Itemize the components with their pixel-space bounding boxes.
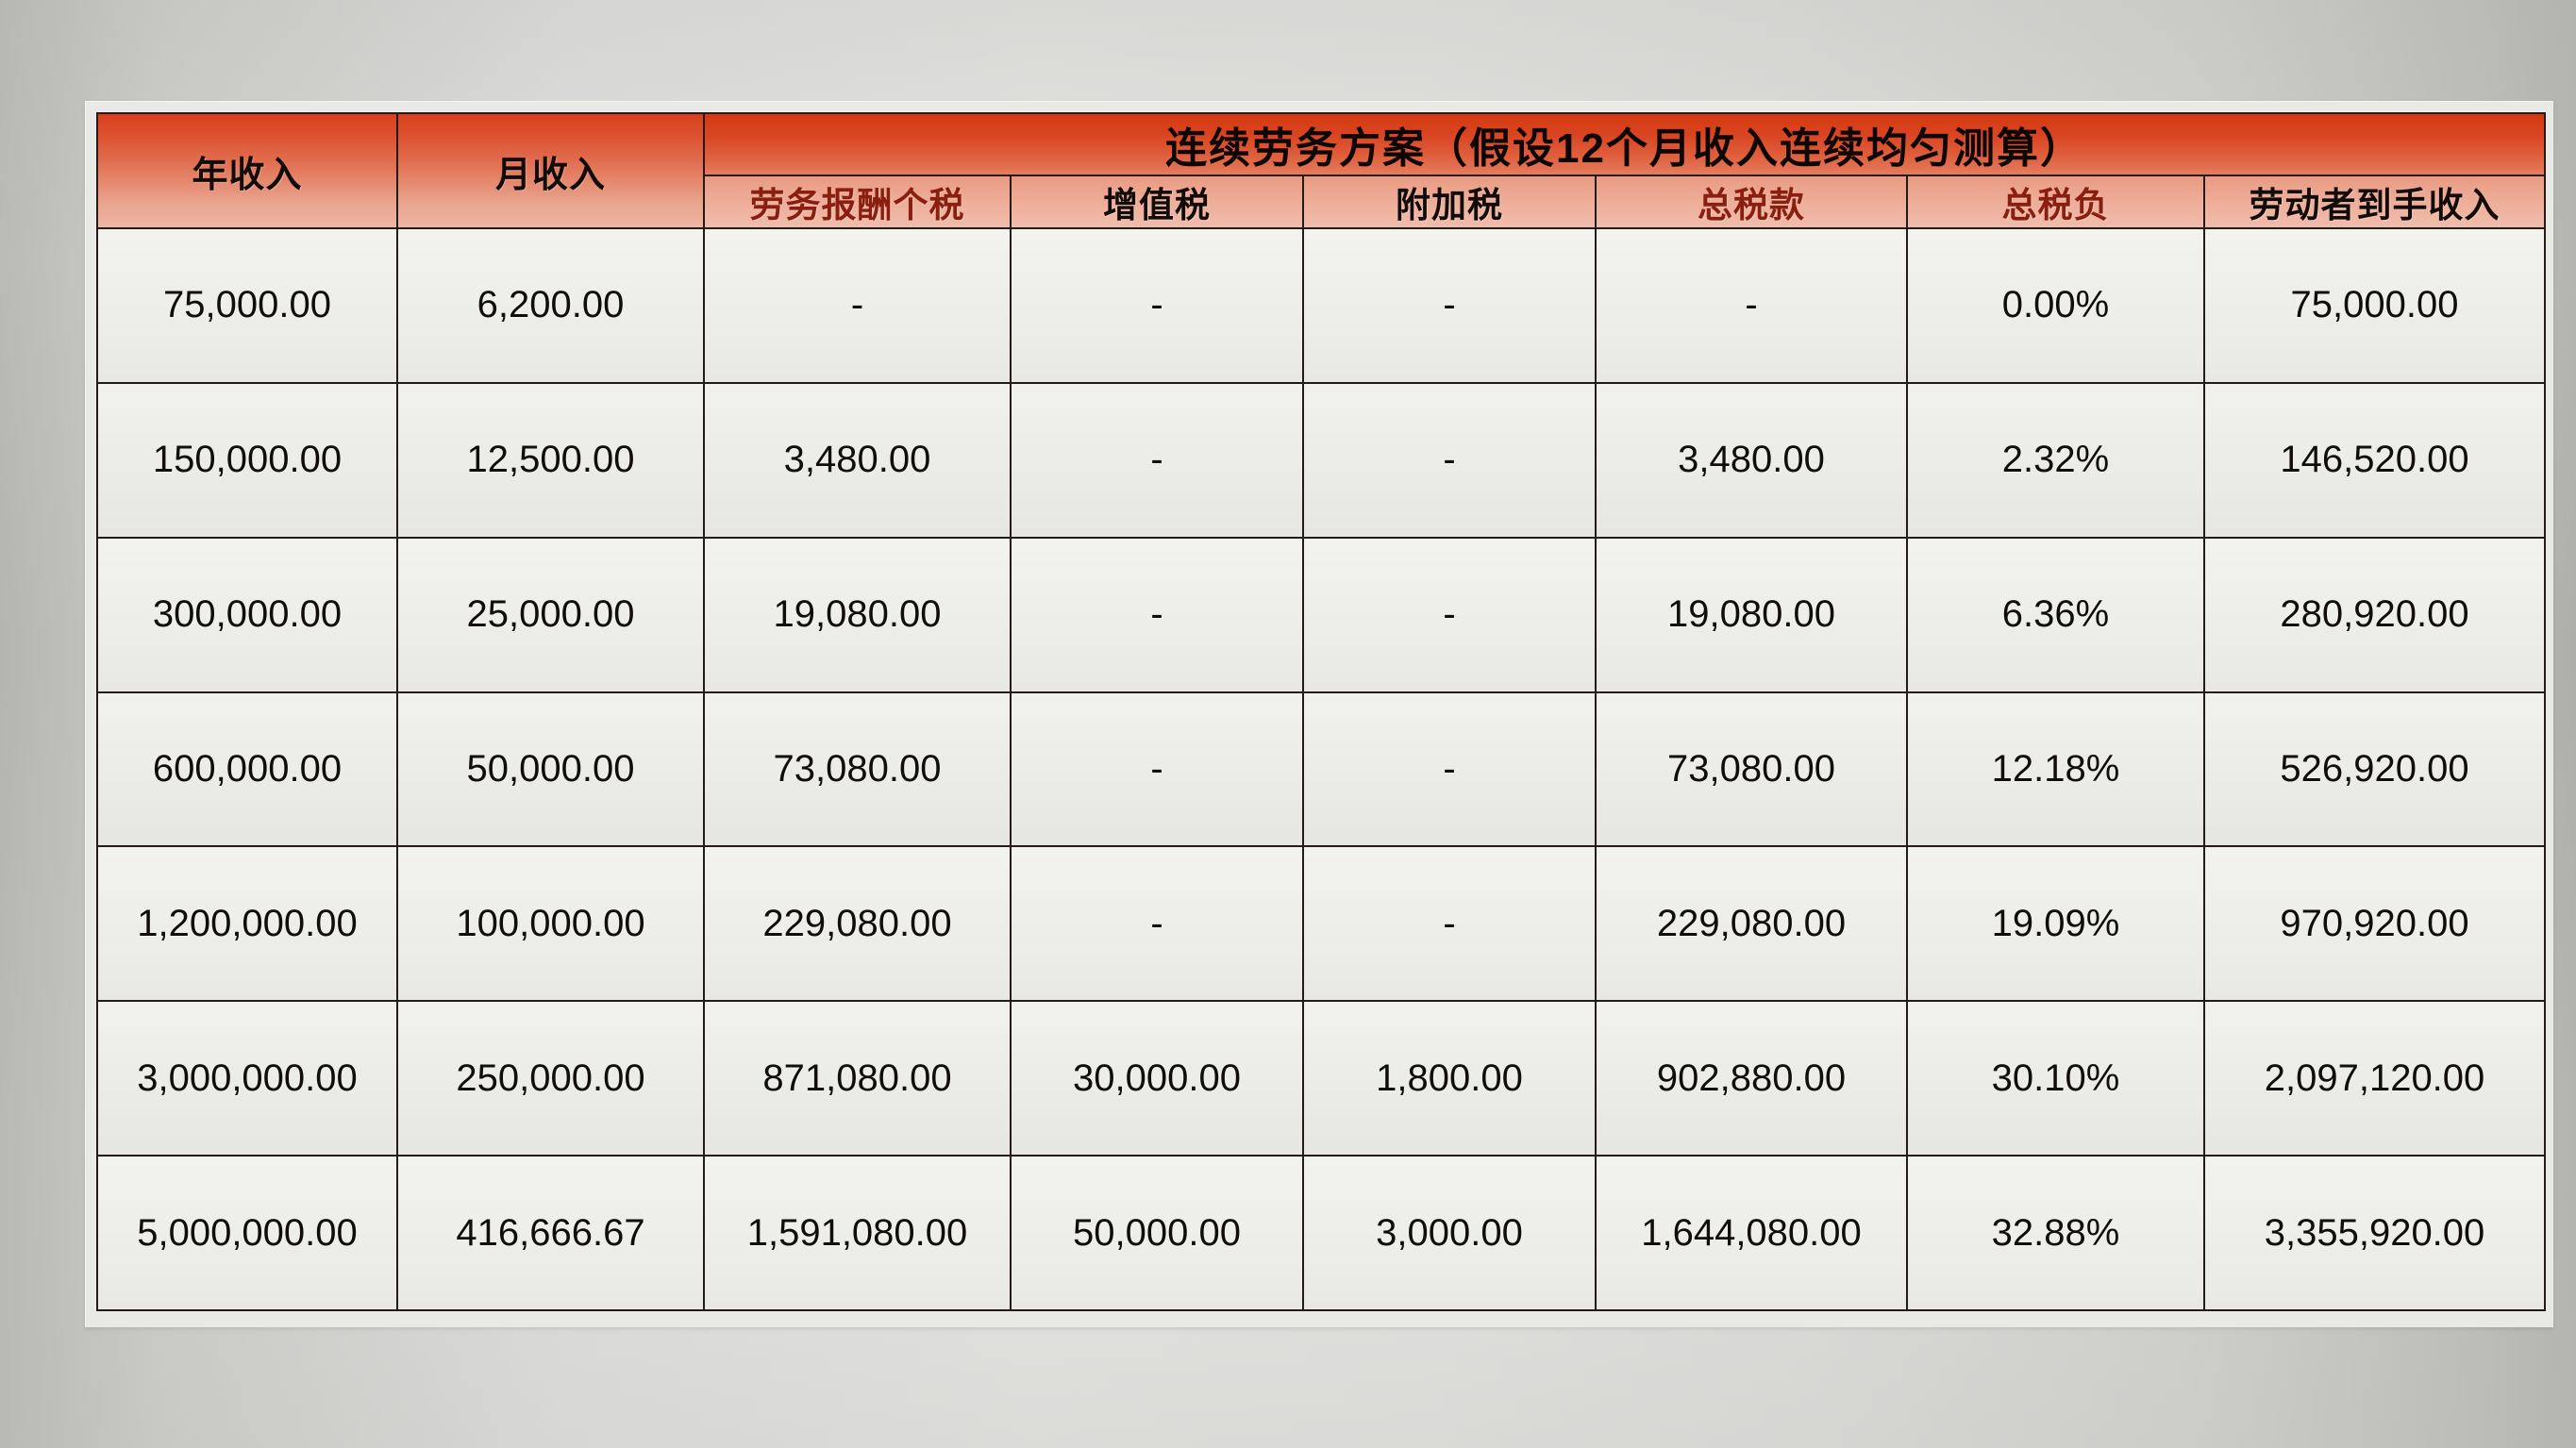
cell-surtax: - — [1302, 691, 1597, 848]
cell-net-income: 280,920.00 — [2202, 536, 2547, 693]
cell-vat: - — [1010, 691, 1304, 848]
cell-month-income: 250,000.00 — [396, 1000, 705, 1157]
cell-vat: 30,000.00 — [1010, 1000, 1304, 1157]
table-row: 300,000.00 25,000.00 19,080.00- -19,080.00 6… — [96, 536, 2547, 693]
cell-surtax: 1,800.00 — [1302, 1000, 1597, 1157]
col-header-month-income: 月收入 — [396, 112, 705, 229]
table-head: 年收入 月收入 连续劳务方案（假设12个月收入连续均匀测算） 劳务报酬个税 增值… — [96, 112, 2547, 229]
cell-surtax: - — [1302, 381, 1597, 539]
cell-net-income: 3,355,920.00 — [2202, 1155, 2547, 1311]
cell-labor-income-tax: - — [703, 227, 1012, 384]
cell-year-income: 3,000,000.00 — [96, 1000, 398, 1157]
cell-year-income: 300,000.00 — [96, 536, 398, 693]
cell-total-tax: 73,080.00 — [1595, 691, 1908, 848]
cell-year-income: 5,000,000.00 — [96, 1155, 398, 1311]
col-header-labor-income-tax: 劳务报酬个税 — [703, 175, 1012, 229]
col-header-year-income: 年收入 — [96, 112, 398, 229]
cell-vat: - — [1010, 845, 1304, 1003]
cell-surtax: - — [1302, 536, 1597, 693]
col-header-total-tax: 总税款 — [1595, 175, 1908, 229]
cell-labor-income-tax: 871,080.00 — [703, 1000, 1012, 1157]
group-header-title: 连续劳务方案（假设12个月收入连续均匀测算） — [702, 112, 2547, 176]
table-body: 75,000.00 6,200.00- - - -0.00% 75,000.00 150,0… — [96, 227, 2547, 1311]
tax-comparison-table: 年收入 月收入 连续劳务方案（假设12个月收入连续均匀测算） 劳务报酬个税 增值… — [96, 112, 2547, 1311]
cell-net-income: 75,000.00 — [2202, 227, 2547, 384]
cell-total-tax-burden: 12.18% — [1906, 691, 2205, 848]
cell-total-tax-burden: 32.88% — [1906, 1155, 2205, 1311]
cell-total-tax: 3,480.00 — [1595, 381, 1908, 539]
cell-total-tax-burden: 0.00% — [1906, 227, 2205, 384]
cell-month-income: 12,500.00 — [396, 381, 705, 539]
cell-total-tax: 229,080.00 — [1595, 845, 1908, 1003]
cell-month-income: 6,200.00 — [396, 227, 705, 384]
cell-total-tax: 1,644,080.00 — [1595, 1155, 1908, 1311]
cell-net-income: 146,520.00 — [2202, 381, 2547, 539]
cell-labor-income-tax: 19,080.00 — [703, 536, 1012, 693]
header-row-title: 年收入 月收入 连续劳务方案（假设12个月收入连续均匀测算） — [96, 112, 2547, 229]
table-row: 600,000.00 50,000.00 73,080.00- -73,080.00 1… — [96, 691, 2547, 848]
cell-labor-income-tax: 3,480.00 — [703, 381, 1012, 539]
cell-surtax: - — [1302, 227, 1597, 384]
cell-total-tax-burden: 19.09% — [1906, 845, 2205, 1003]
cell-total-tax: - — [1595, 227, 1908, 384]
col-header-surtax: 附加税 — [1302, 175, 1597, 229]
cell-month-income: 50,000.00 — [396, 691, 705, 848]
cell-vat: - — [1010, 227, 1304, 384]
cell-net-income: 2,097,120.00 — [2202, 1000, 2547, 1157]
cell-month-income: 100,000.00 — [396, 845, 705, 1003]
cell-vat: - — [1010, 536, 1304, 693]
cell-labor-income-tax: 229,080.00 — [703, 845, 1012, 1003]
cell-labor-income-tax: 73,080.00 — [703, 691, 1012, 848]
cell-total-tax-burden: 30.10% — [1906, 1000, 2205, 1157]
cell-month-income: 416,666.67 — [396, 1155, 705, 1311]
table-frame: 年收入 月收入 连续劳务方案（假设12个月收入连续均匀测算） 劳务报酬个税 增值… — [85, 101, 2553, 1327]
cell-month-income: 25,000.00 — [396, 536, 705, 693]
cell-total-tax: 902,880.00 — [1595, 1000, 1908, 1157]
cell-year-income: 600,000.00 — [96, 691, 398, 848]
cell-vat: - — [1010, 381, 1304, 539]
table-row: 3,000,000.00 250,000.00 871,080.00 30,000.0… — [96, 1000, 2547, 1157]
cell-surtax: - — [1302, 845, 1597, 1003]
table-row: 75,000.00 6,200.00- - - -0.00% 75,000.00 — [96, 227, 2547, 384]
cell-net-income: 526,920.00 — [2202, 691, 2547, 848]
table-row: 1,200,000.00 100,000.00 229,080.00- -229,08… — [96, 845, 2547, 1003]
cell-total-tax-burden: 6.36% — [1906, 536, 2205, 693]
col-header-vat: 增值税 — [1010, 175, 1304, 229]
cell-total-tax: 19,080.00 — [1595, 536, 1908, 693]
cell-labor-income-tax: 1,591,080.00 — [703, 1155, 1012, 1311]
cell-year-income: 150,000.00 — [96, 381, 398, 539]
cell-total-tax-burden: 2.32% — [1906, 381, 2205, 539]
cell-net-income: 970,920.00 — [2202, 845, 2547, 1003]
cell-year-income: 75,000.00 — [96, 227, 398, 384]
table-row: 150,000.00 12,500.00 3,480.00- -3,480.00 2.3… — [96, 381, 2547, 539]
col-header-total-tax-burden: 总税负 — [1906, 175, 2205, 229]
cell-year-income: 1,200,000.00 — [96, 845, 398, 1003]
header-row-subcolumns: 劳务报酬个税 增值税 附加税 总税款 总税负 劳动者到手收入 — [97, 175, 2547, 229]
table-row: 5,000,000.00 416,666.67 1,591,080.00 50,000… — [96, 1155, 2547, 1311]
cell-vat: 50,000.00 — [1010, 1155, 1304, 1311]
cell-surtax: 3,000.00 — [1302, 1155, 1597, 1311]
col-header-net-income: 劳动者到手收入 — [2202, 175, 2547, 229]
